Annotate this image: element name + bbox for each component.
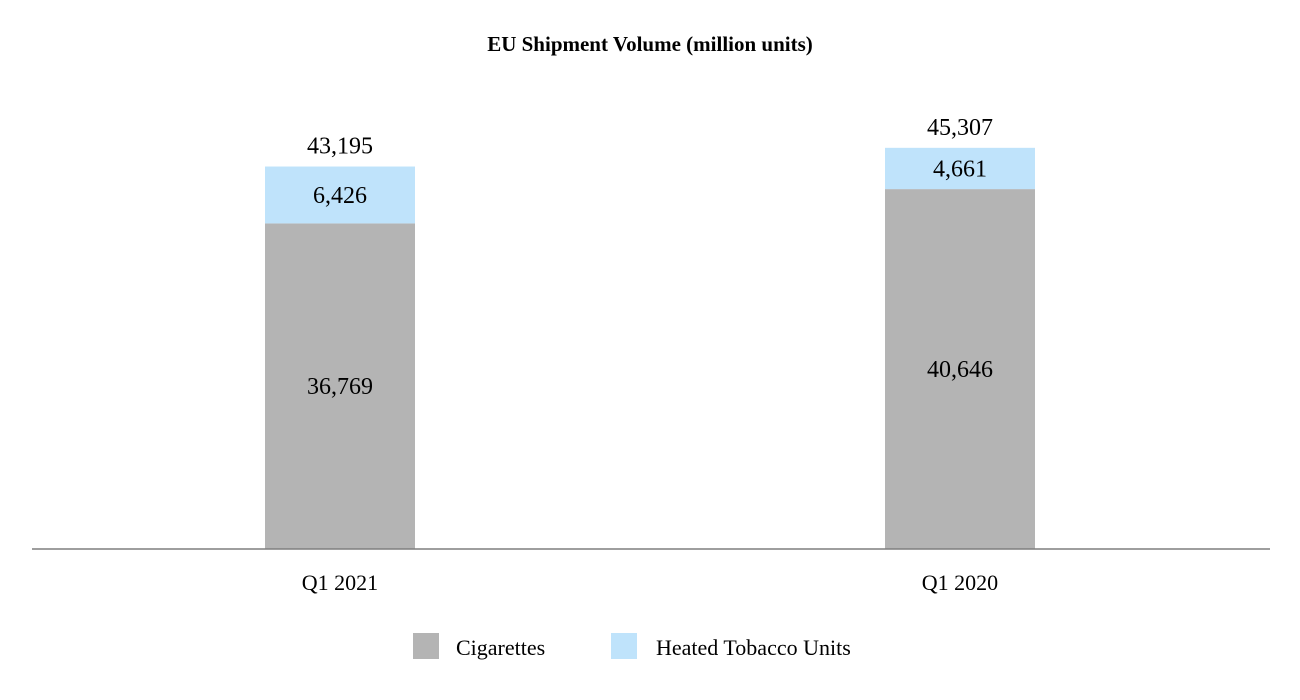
legend-item-heated-tobacco-units: Heated Tobacco Units bbox=[611, 633, 851, 660]
bar-cigarettes-q1-2021 bbox=[265, 223, 415, 549]
bar-cigarettes-q1-2020 bbox=[885, 189, 1035, 549]
bar-heated-tobacco-units-q1-2020 bbox=[885, 147, 1035, 190]
legend-item-cigarettes: Cigarettes bbox=[413, 633, 545, 660]
x-tick-label-q1-2020: Q1 2020 bbox=[922, 570, 998, 595]
bar-heated-tobacco-units-q1-2021 bbox=[265, 166, 415, 224]
data-label-heated-tobacco-units-q1-2021: 6,426 bbox=[313, 183, 367, 209]
data-label-cigarettes-q1-2021: 36,769 bbox=[307, 374, 373, 400]
legend-swatch-heated-tobacco-units bbox=[611, 633, 637, 659]
total-label-q1-2020: 45,307 bbox=[927, 115, 993, 141]
bars-layer: 36,769 6,426 43,195 40,646 4,661 45,307 bbox=[265, 115, 1035, 549]
x-tick-labels: Q1 2021 Q1 2020 bbox=[302, 570, 998, 595]
total-label-q1-2021: 43,195 bbox=[307, 134, 373, 160]
legend: Cigarettes Heated Tobacco Units bbox=[413, 633, 851, 660]
data-label-heated-tobacco-units-q1-2020: 4,661 bbox=[933, 156, 987, 182]
legend-swatch-cigarettes bbox=[413, 633, 439, 659]
legend-label-cigarettes: Cigarettes bbox=[456, 635, 545, 660]
data-label-cigarettes-q1-2020: 40,646 bbox=[927, 357, 993, 383]
chart-title: EU Shipment Volume (million units) bbox=[487, 32, 813, 56]
legend-label-heated-tobacco-units: Heated Tobacco Units bbox=[656, 635, 851, 660]
x-tick-label-q1-2021: Q1 2021 bbox=[302, 570, 378, 595]
